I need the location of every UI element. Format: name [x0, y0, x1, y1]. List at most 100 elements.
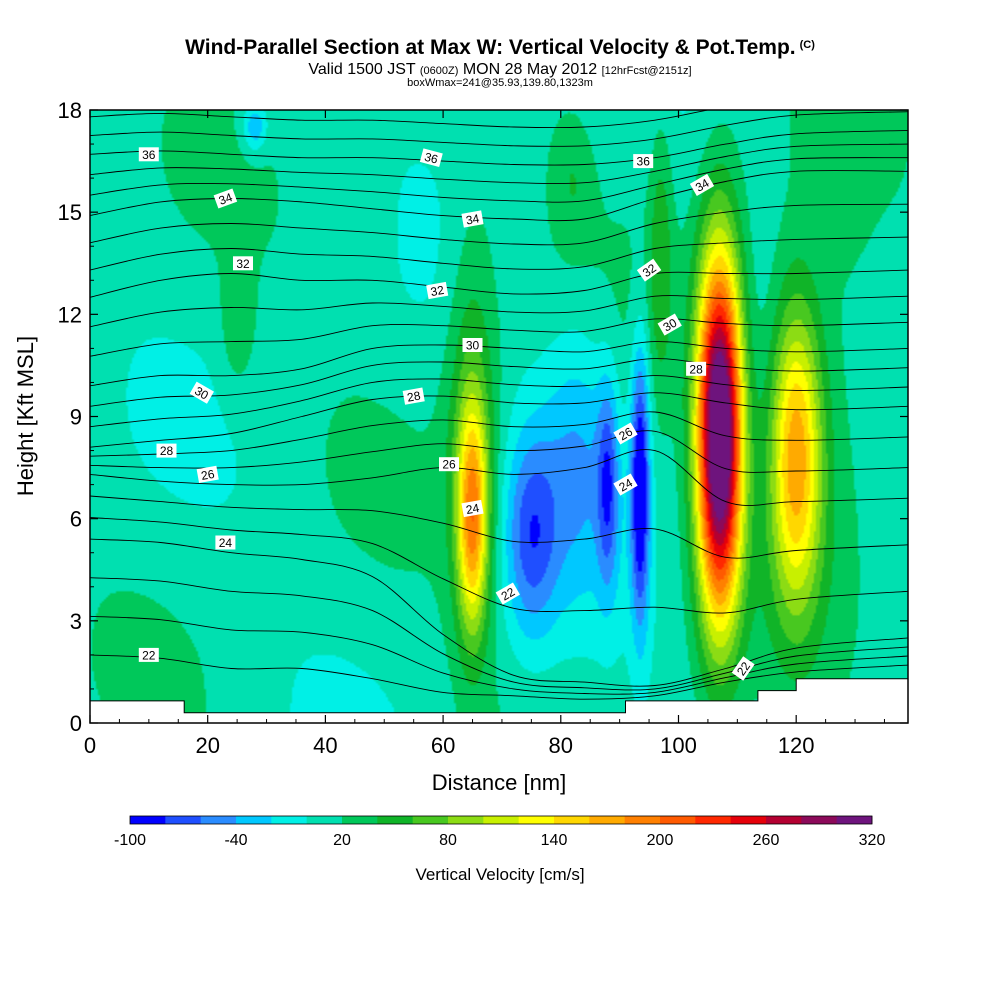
- colorbar-tick-label: 80: [439, 832, 457, 849]
- pot-temp-contour-minor: [90, 411, 908, 457]
- contour-label-bg: [689, 173, 715, 196]
- contour-label-text: 22: [142, 648, 156, 662]
- contour-label-bg: [633, 154, 654, 169]
- y-tick-label: 6: [70, 507, 82, 532]
- forecast-run-text: [12hrFcst@2151z]: [601, 65, 692, 77]
- contour-label-text: 26: [200, 467, 216, 483]
- contour-label-bg: [426, 281, 449, 300]
- valid-date-text: MON 28 May 2012: [458, 61, 602, 78]
- contour-label: 22: [731, 656, 755, 681]
- contour-label-text: 30: [192, 384, 211, 403]
- colorbar-tick-label: 20: [333, 832, 351, 849]
- colorbar-swatch: [589, 816, 626, 824]
- x-tick-label: 0: [84, 733, 96, 758]
- pot-temp-contour-36: [90, 129, 908, 166]
- pot-temp-contour-minor: [90, 157, 908, 203]
- y-tick-label: 9: [70, 405, 82, 430]
- terrain-mask: [90, 678, 908, 723]
- colorbar: -100 -40 20 80 140 200 260 320: [114, 815, 886, 849]
- contour-label: 30: [189, 381, 214, 404]
- y-tick-label: 15: [58, 200, 82, 225]
- colorbar-tick-label: -100: [114, 832, 146, 849]
- contour-label: 32: [233, 256, 253, 271]
- contour-label-bg: [213, 188, 238, 209]
- contour-label: 30: [657, 313, 682, 336]
- vertical-velocity-field: [90, 110, 908, 723]
- contour-label: 28: [686, 361, 707, 376]
- contour-label: 34: [461, 210, 484, 228]
- contour-label: 32: [636, 258, 662, 282]
- colorbar-swatch: [836, 816, 873, 824]
- x-tick-label: 100: [660, 733, 697, 758]
- pot-temp-contour-minor: [90, 236, 908, 271]
- contour-label-bg: [686, 361, 707, 376]
- pot-temp-contour-minor: [90, 203, 908, 246]
- colorbar-swatch: [271, 816, 308, 824]
- x-tick-label: 60: [431, 733, 455, 758]
- contour-label-bg: [613, 473, 638, 496]
- contour-label-bg: [402, 387, 425, 405]
- colorbar-swatch: [200, 816, 237, 824]
- contour-label-bg: [613, 422, 638, 445]
- y-axis-title: Height [Kft MSL]: [13, 336, 38, 496]
- contour-label-bg: [731, 656, 755, 681]
- contour-label-text: 32: [429, 283, 445, 299]
- chart-title-text: Wind-Parallel Section at Max W: Vertical…: [185, 36, 796, 59]
- colorbar-frame: [129, 815, 873, 825]
- contour-label-bg: [233, 256, 253, 271]
- pot-temp-contour-minor: [90, 495, 908, 559]
- contour-label-bg: [461, 499, 484, 518]
- colorbar-tick-label: 260: [753, 832, 780, 849]
- x-tick-label: 40: [313, 733, 337, 758]
- contour-label-text: 22: [499, 584, 518, 603]
- colorbar-title: Vertical Velocity [cm/s]: [415, 865, 584, 884]
- colorbar-swatch: [448, 816, 484, 824]
- contour-label-text: 28: [160, 444, 174, 458]
- colorbar-swatch: [236, 816, 272, 824]
- contour-label: 24: [613, 473, 638, 496]
- colorbar-tick-label: 320: [859, 832, 886, 849]
- x-tick-label: 120: [778, 733, 815, 758]
- colorbar-swatch: [412, 816, 449, 824]
- contour-label-text: 32: [236, 257, 250, 271]
- colorbar-swatch: [342, 816, 378, 824]
- pot-temp-contour-28: [90, 392, 908, 448]
- pot-temp-contour-minor: [90, 375, 908, 428]
- contour-label-text: 34: [693, 176, 712, 195]
- chart-subtitle: Valid 1500 JST (0600Z) MON 28 May 2012 […: [0, 61, 1000, 79]
- contour-label: 32: [426, 281, 449, 300]
- contour-label: 28: [402, 387, 425, 405]
- colorbar-swatch: [766, 816, 802, 824]
- contour-label-text: 36: [142, 148, 156, 162]
- contour-label-text: 36: [423, 150, 440, 167]
- contour-label-text: 28: [689, 362, 703, 376]
- contour-label: 36: [138, 147, 159, 162]
- contour-label: 26: [196, 465, 219, 484]
- utc-time-text: (0600Z): [419, 65, 459, 77]
- pot-temp-contour-minor: [90, 143, 908, 185]
- contour-label-text: 24: [219, 536, 233, 550]
- contour-label: 34: [213, 188, 238, 209]
- contour-label-bg: [461, 210, 484, 228]
- copyright-mark: (C): [799, 39, 815, 51]
- contour-label-text: 30: [661, 315, 680, 334]
- contour-label-bg: [138, 647, 159, 662]
- chart-title: Wind-Parallel Section at Max W: Vertical…: [0, 36, 1000, 60]
- colorbar-swatch: [165, 816, 202, 824]
- contour-label: 36: [419, 148, 443, 168]
- contour-label: 24: [215, 535, 236, 550]
- pot-temp-contour-labels: 36 36 36 34 34 34 32 32 32 30 30 30 28 28 28 26 26 26 24 24…: [138, 147, 755, 681]
- pot-temp-contour-minor: [90, 111, 908, 147]
- contour-label-bg: [215, 535, 236, 550]
- contour-label-text: 30: [466, 339, 480, 353]
- y-tick-label: 3: [70, 609, 82, 634]
- contour-label-bg: [196, 465, 219, 484]
- contour-label-text: 26: [442, 458, 456, 472]
- x-tick-label: 20: [195, 733, 219, 758]
- contour-label-bg: [189, 381, 214, 404]
- pot-temp-contour-minor: [90, 295, 908, 328]
- valid-time-text: Valid 1500 JST: [308, 61, 420, 78]
- pot-temp-contour-minor: [90, 358, 908, 407]
